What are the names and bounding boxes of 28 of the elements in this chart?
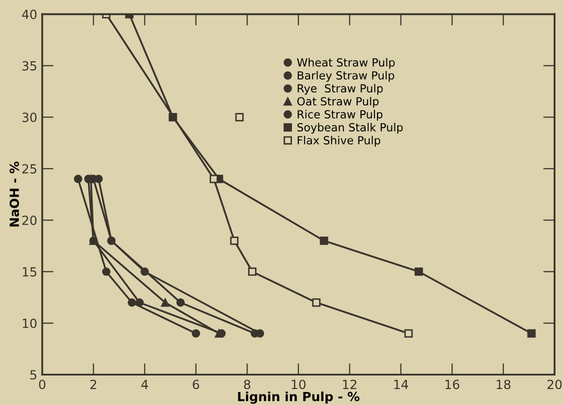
x-tick-label: 4 bbox=[141, 380, 148, 389]
legend-label: Oat Straw Pulp bbox=[297, 96, 379, 108]
x-tick-label: 6 bbox=[192, 380, 200, 390]
legend-label: Wheat Straw Pulp bbox=[297, 58, 395, 69]
legend-label: Rye Straw Pulp bbox=[298, 84, 383, 95]
x-axis-title: Lignin in Pulp - % bbox=[238, 392, 360, 404]
y-tick-label: 25 bbox=[22, 164, 36, 174]
x-tick-label: 18 bbox=[496, 380, 510, 390]
x-tick-label: 20 bbox=[548, 380, 562, 390]
x-tick-label: 14 bbox=[394, 380, 408, 389]
legend-label: Soybean Stalk Pulp bbox=[297, 122, 403, 134]
x-tick-label: 0 bbox=[39, 380, 46, 390]
legend-label: Rice Straw Pulp bbox=[298, 110, 382, 121]
y-tick-label: 35 bbox=[22, 61, 36, 71]
x-tick-label: 2 bbox=[90, 380, 96, 389]
y-tick-label: 10 bbox=[22, 318, 37, 328]
y-tick-label: 40 bbox=[22, 10, 37, 20]
legend-label: Flax Shive Pulp bbox=[298, 136, 380, 147]
y-tick-label: 20 bbox=[22, 216, 37, 226]
y-tick-label: 5 bbox=[30, 370, 36, 380]
x-tick-label: 16 bbox=[446, 380, 460, 390]
y-tick-label: 15 bbox=[22, 267, 36, 277]
x-tick-label: 8 bbox=[244, 380, 250, 390]
x-tick-label: 10 bbox=[292, 380, 306, 390]
x-tick-label: 12 bbox=[343, 380, 356, 389]
legend-label: Barley Straw Pulp bbox=[298, 70, 394, 82]
y-axis-title: NaOH - % bbox=[10, 162, 20, 226]
y-tick-label: 30 bbox=[22, 112, 37, 122]
